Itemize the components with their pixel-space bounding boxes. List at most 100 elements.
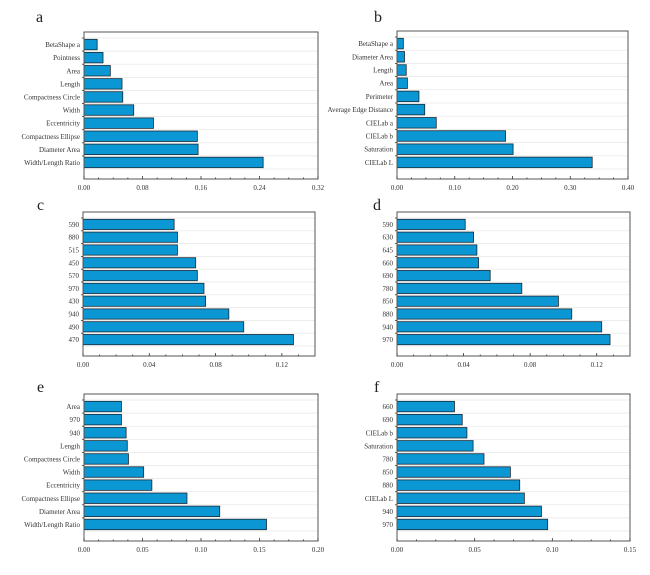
bar-c-8 xyxy=(82,321,245,333)
x-tick-label: 0.10 xyxy=(195,546,208,554)
category-label: 970 xyxy=(69,285,80,293)
category-label: 850 xyxy=(383,298,394,306)
bar-a-1 xyxy=(83,52,104,64)
x-tick-label: 0.00 xyxy=(78,184,91,192)
bar-b-0 xyxy=(396,37,404,50)
chart-panel-e: e Area 970 940 Length Compactness Circle Width… xyxy=(21,379,324,554)
category-label: Compactness Circle xyxy=(24,93,80,101)
x-tick-label: 0.00 xyxy=(391,361,404,369)
panel-letter: b xyxy=(374,9,382,26)
category-label: 515 xyxy=(69,247,80,255)
x-tick-label: 0.10 xyxy=(449,184,462,192)
category-label: Pointness xyxy=(53,54,80,62)
category-label: Eccentricity xyxy=(46,482,80,490)
category-label: 880 xyxy=(383,311,394,319)
bar-f-2 xyxy=(396,427,468,439)
category-label: Area xyxy=(66,67,80,75)
panel-letter: d xyxy=(373,197,381,214)
bar-f-7 xyxy=(396,492,525,504)
category-label: Saturation xyxy=(364,146,393,154)
bar-d-9 xyxy=(396,334,611,346)
category-label: Width/Length Ratio xyxy=(24,521,80,529)
x-tick-label: 0.12 xyxy=(591,361,604,369)
category-label: 970 xyxy=(70,416,81,424)
bar-d-0 xyxy=(396,218,466,230)
category-label: BetaShape a xyxy=(45,41,81,49)
category-label: CIELab L xyxy=(365,495,393,503)
x-tick-label: 0.24 xyxy=(253,184,266,192)
bar-a-6 xyxy=(83,117,154,129)
bar-b-4 xyxy=(396,90,420,103)
category-label: Compactness Ellipse xyxy=(21,495,80,503)
bar-e-9 xyxy=(83,518,267,531)
category-label: 470 xyxy=(69,336,80,344)
x-tick-label: 0.00 xyxy=(78,546,91,554)
category-label: 970 xyxy=(383,521,394,529)
panel-letter: a xyxy=(36,9,43,26)
bar-f-8 xyxy=(396,505,542,517)
category-label: Diameter Area xyxy=(352,53,394,61)
x-tick-label: 0.15 xyxy=(624,546,637,554)
bar-c-2 xyxy=(82,244,178,256)
x-tick-label: 0.20 xyxy=(312,546,325,554)
bar-c-0 xyxy=(82,218,175,230)
bar-d-2 xyxy=(396,244,478,256)
bar-d-3 xyxy=(396,257,479,269)
category-label: 780 xyxy=(383,285,394,293)
category-label: Average Edge Distance xyxy=(327,106,393,114)
x-tick-label: 0.00 xyxy=(77,361,90,369)
category-label: Compactness Ellipse xyxy=(21,133,80,141)
bar-b-9 xyxy=(396,156,593,169)
x-tick-label: 0.40 xyxy=(622,184,635,192)
panel-letter: c xyxy=(37,197,44,214)
bar-e-2 xyxy=(83,427,127,439)
category-label: Width xyxy=(63,107,81,115)
category-label: 660 xyxy=(383,259,394,267)
panel-letter: f xyxy=(374,379,380,396)
x-tick-label: 0.15 xyxy=(253,546,266,554)
bar-b-6 xyxy=(396,117,437,129)
category-label: 450 xyxy=(69,259,80,267)
bar-e-4 xyxy=(83,453,129,465)
chart-panel-c: c 590 880 515 450 570 970 430 940 490 470 0.00 0.04 0… xyxy=(37,197,316,369)
bar-b-1 xyxy=(396,51,405,63)
bar-c-9 xyxy=(82,334,294,346)
category-label: 940 xyxy=(383,508,394,516)
bar-a-3 xyxy=(83,78,123,90)
x-tick-label: 0.30 xyxy=(564,184,577,192)
bar-c-6 xyxy=(82,295,207,307)
bar-f-0 xyxy=(396,400,455,413)
bar-b-2 xyxy=(396,64,407,76)
category-label: 630 xyxy=(383,234,394,242)
category-label: 645 xyxy=(383,247,394,255)
chart-panel-a: a BetaShape a Pointness Area Length Compactne… xyxy=(21,9,324,192)
x-tick-label: 0.04 xyxy=(143,361,156,369)
bar-e-6 xyxy=(83,479,153,491)
bar-f-9 xyxy=(396,518,549,531)
chart-panel-b: b BetaShape a Diameter Area Length Area Perim… xyxy=(327,9,634,192)
category-label: Diameter Area xyxy=(39,146,81,154)
x-tick-label: 0.05 xyxy=(136,546,149,554)
bar-e-3 xyxy=(83,440,128,452)
x-tick-label: 0.05 xyxy=(469,546,482,554)
x-tick-label: 0.08 xyxy=(209,361,222,369)
bar-a-4 xyxy=(83,91,124,103)
bar-f-5 xyxy=(396,466,511,478)
bar-f-4 xyxy=(396,453,485,465)
category-label: Width xyxy=(63,469,81,477)
category-label: Area xyxy=(379,80,393,88)
category-label: 940 xyxy=(69,311,80,319)
category-label: Length xyxy=(373,67,393,75)
category-label: CIELab a xyxy=(366,119,394,127)
category-label: 940 xyxy=(383,323,394,331)
category-label: 850 xyxy=(383,469,394,477)
bar-f-6 xyxy=(396,479,521,491)
bar-f-1 xyxy=(396,414,463,426)
category-label: Eccentricity xyxy=(46,120,80,128)
bar-d-5 xyxy=(396,282,523,294)
bar-b-8 xyxy=(396,143,514,155)
x-tick-label: 0.32 xyxy=(312,184,325,192)
bar-b-7 xyxy=(396,130,506,142)
